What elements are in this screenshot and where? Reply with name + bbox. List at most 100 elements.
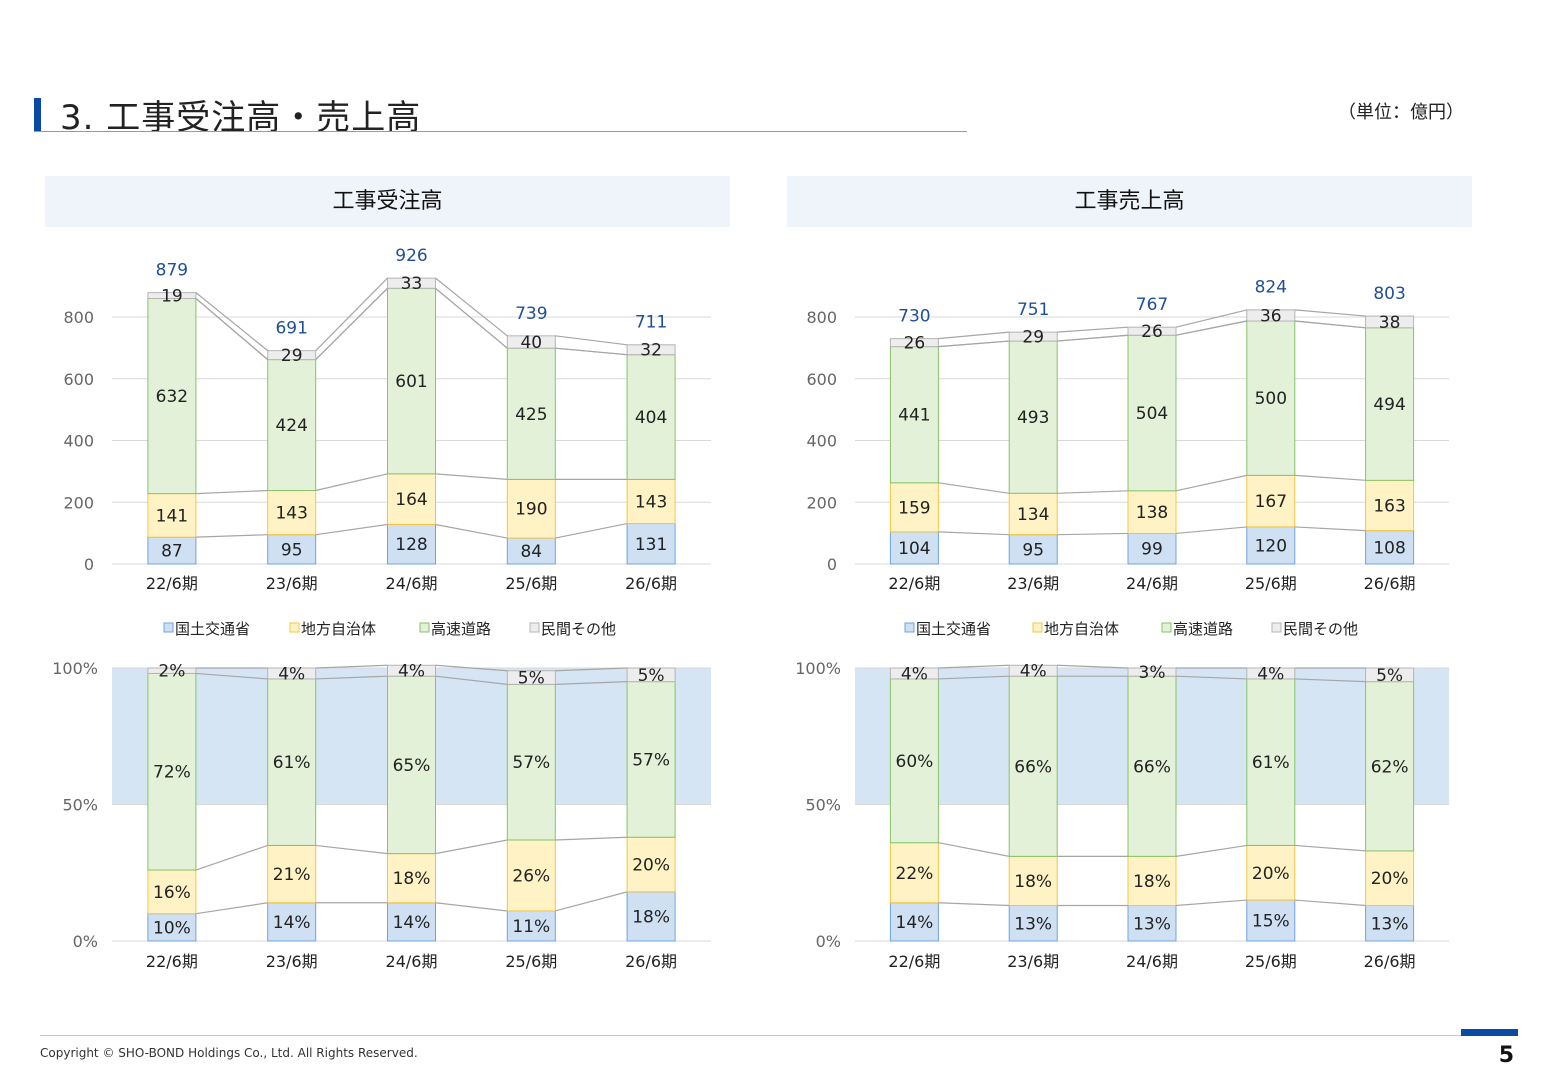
unit-note: （単位：億円） (1338, 102, 1464, 123)
data-label: 4% (398, 662, 425, 682)
bar-segment (889, 338, 939, 348)
bar-segment (626, 681, 676, 838)
series-connector (1057, 334, 1129, 342)
y-tick-label: 0% (816, 932, 841, 951)
legend-label: 民間その他 (1283, 620, 1358, 638)
y-tick-label: 50% (805, 796, 841, 815)
data-label: 15% (1252, 912, 1290, 932)
data-label: 134 (1017, 505, 1049, 525)
data-label: 66% (1133, 757, 1171, 777)
series-connector (1057, 532, 1129, 536)
data-label: 4% (278, 664, 305, 684)
y-tick-label: 600 (806, 370, 837, 389)
data-label: 10% (153, 918, 191, 938)
bar-segment (1127, 490, 1177, 534)
data-label: 95 (281, 540, 303, 560)
category-label: 26/6期 (625, 574, 677, 593)
legend-swatch (163, 622, 174, 633)
bar-segment (889, 667, 939, 680)
data-label: 33 (401, 274, 423, 294)
bar-segment (1008, 331, 1058, 342)
bar-segment (1246, 667, 1296, 680)
data-label: 62% (1371, 757, 1409, 777)
bar-segment (889, 842, 939, 904)
data-label: 143 (635, 492, 667, 512)
total-label: 879 (156, 261, 188, 281)
bar-segment (626, 478, 676, 525)
bar-segment (267, 902, 317, 942)
data-label: 20% (1252, 864, 1290, 884)
total-label: 751 (1017, 300, 1049, 320)
bar-segment (147, 672, 197, 871)
bar-segment (1365, 327, 1415, 481)
series-connector (555, 836, 628, 841)
bar-segment (1365, 479, 1415, 532)
data-label: 14% (273, 913, 311, 933)
series-connector (195, 672, 268, 680)
bar-segment (1008, 905, 1058, 942)
series-connector (195, 844, 268, 871)
data-label: 21% (273, 865, 311, 885)
panel-title-orders: 工事受注高 (45, 176, 730, 227)
bar-segment (147, 913, 197, 942)
bar-segment (1127, 667, 1177, 677)
data-label: 4% (1020, 662, 1047, 682)
data-label: 494 (1373, 395, 1405, 415)
data-label: 29 (1022, 328, 1044, 348)
series-connector (1057, 664, 1129, 669)
series-connector (1294, 320, 1366, 329)
legend-label: 民間その他 (541, 620, 616, 638)
series-connector (315, 287, 388, 361)
data-label: 4% (901, 664, 928, 684)
bar-segment (387, 675, 436, 855)
series-connector (435, 664, 508, 672)
bar-segment (1008, 664, 1058, 677)
data-label: 72% (153, 763, 191, 783)
bar-segment (889, 902, 939, 942)
data-label: 5% (518, 669, 545, 689)
data-label: 20% (1371, 869, 1409, 889)
series-connector (315, 523, 388, 536)
series-connector (435, 902, 508, 912)
bar-segment (387, 277, 436, 289)
data-label: 500 (1255, 389, 1287, 409)
bar-segment (1246, 309, 1296, 322)
data-label: 66% (1014, 757, 1052, 777)
data-label: 18% (393, 869, 431, 889)
y-tick-label: 100% (52, 659, 98, 678)
series-connector (1175, 899, 1247, 907)
data-label: 14% (896, 913, 934, 933)
bar-segment (1246, 474, 1296, 528)
legend-swatch (529, 622, 540, 633)
series-connector (1175, 474, 1247, 492)
data-label: 131 (635, 535, 667, 555)
bar-segment (1008, 492, 1058, 536)
data-label: 18% (632, 907, 670, 927)
series-connector (1294, 844, 1366, 852)
data-label: 18% (1014, 872, 1052, 892)
copyright: Copyright © SHO-BOND Holdings Co., Ltd. … (40, 1046, 418, 1060)
title-underline (34, 131, 967, 132)
legend-swatch (289, 622, 300, 633)
series-connector (315, 675, 388, 680)
y-tick-label: 0 (827, 555, 837, 574)
data-label: 493 (1017, 408, 1049, 428)
data-label: 87 (161, 542, 183, 562)
bar-segment (626, 523, 676, 565)
y-tick-label: 100% (795, 659, 841, 678)
series-connector (1057, 326, 1129, 333)
series-connector (938, 842, 1010, 857)
data-label: 61% (273, 753, 311, 773)
data-label: 424 (275, 416, 307, 436)
series-connector (315, 473, 388, 492)
series-connector (938, 902, 1010, 907)
bar-segment (387, 664, 436, 677)
total-label: 824 (1255, 278, 1287, 298)
category-label: 22/6期 (888, 952, 940, 971)
bar-segment (1246, 320, 1296, 476)
footer-rule (40, 1035, 1518, 1036)
data-label: 128 (395, 535, 427, 555)
data-label: 19 (161, 287, 183, 307)
bar-segment (506, 335, 556, 349)
category-label: 24/6期 (386, 952, 438, 971)
